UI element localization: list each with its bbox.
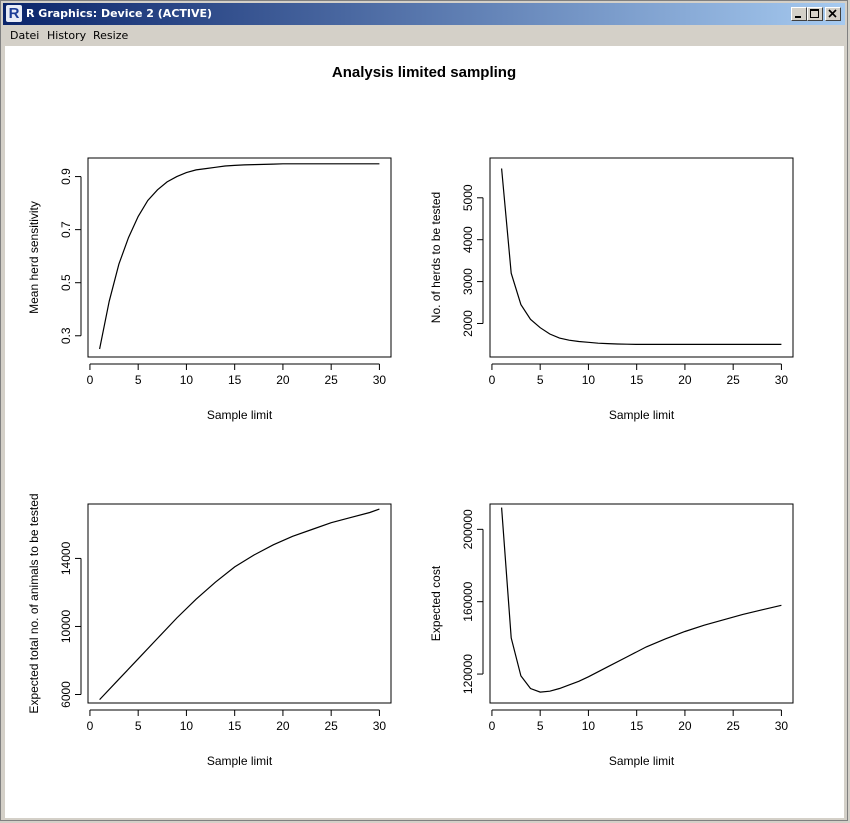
x-tick-label: 15	[630, 373, 644, 387]
x-tick-label: 15	[630, 719, 644, 733]
y-tick-label: 160000	[461, 581, 475, 621]
x-tick-label: 10	[180, 373, 194, 387]
x-tick-label: 5	[135, 719, 142, 733]
x-tick-label: 30	[775, 719, 789, 733]
x-tick-label: 25	[726, 719, 740, 733]
series-line	[99, 508, 380, 701]
x-tick-label: 30	[775, 373, 789, 387]
menu-bar: Datei History Resize	[3, 26, 845, 46]
x-tick-label: 5	[537, 373, 544, 387]
y-tick-label: 10000	[59, 609, 73, 643]
x-tick-label: 20	[276, 373, 290, 387]
y-tick-label: 4000	[461, 226, 475, 253]
y-tick-label: 14000	[59, 541, 73, 575]
y-tick-label: 0.7	[59, 221, 73, 238]
x-tick-label: 5	[135, 373, 142, 387]
chart-panel-3: 0 5 10 15 20 25 30 6000 10000 14000 Sample limit Ex…	[27, 493, 392, 768]
plot-frame	[87, 503, 392, 704]
menu-datei[interactable]: Datei	[10, 29, 40, 42]
x-tick-label: 25	[324, 373, 338, 387]
r-logo-icon: R	[6, 5, 22, 22]
x-tick-label: 15	[228, 719, 242, 733]
plot-svg: Analysis limited sampling 0 5 10 15 20 25 30 0.…	[27, 64, 794, 768]
plot-frame	[489, 157, 794, 358]
series-line	[501, 168, 782, 345]
menu-history[interactable]: History	[47, 29, 87, 42]
x-tick-label: 20	[276, 719, 290, 733]
maximize-button[interactable]	[807, 7, 823, 21]
series-line	[99, 163, 380, 350]
y-tick-label: 200000	[461, 509, 475, 549]
plot-frame	[87, 157, 392, 358]
y-axis-label: Mean herd sensitivity	[27, 201, 41, 314]
x-axis-label: Sample limit	[207, 408, 273, 422]
y-tick-label: 3000	[461, 268, 475, 295]
x-axis-label: Sample limit	[207, 754, 273, 768]
x-tick-label: 20	[678, 719, 692, 733]
x-tick-label: 10	[582, 719, 596, 733]
plot-canvas: Analysis limited sampling 0 5 10 15 20 25 30 0.…	[5, 46, 844, 818]
window-title: R Graphics: Device 2 (ACTIVE)	[26, 7, 213, 20]
y-tick-label: 6000	[59, 681, 73, 708]
maximize-icon	[810, 9, 819, 18]
y-axis-label: Expected total no. of animals to be test…	[27, 493, 41, 713]
x-tick-label: 0	[87, 719, 94, 733]
y-axis-label: Expected cost	[429, 565, 443, 641]
minimize-button[interactable]	[791, 7, 807, 21]
plot-frame	[489, 503, 794, 704]
y-tick-label: 5000	[461, 184, 475, 211]
x-axis-label: Sample limit	[609, 754, 675, 768]
y-tick-label: 120000	[461, 654, 475, 694]
x-axis-label: Sample limit	[609, 408, 675, 422]
y-tick-label: 2000	[461, 310, 475, 337]
y-axis-label: No. of herds to be tested	[429, 192, 443, 323]
x-tick-label: 10	[180, 719, 194, 733]
title-bar[interactable]: R R Graphics: Device 2 (ACTIVE)	[3, 3, 845, 25]
x-tick-label: 15	[228, 373, 242, 387]
y-tick-label: 0.5	[59, 274, 73, 291]
x-tick-label: 0	[489, 719, 496, 733]
close-icon	[828, 9, 837, 18]
plot-title: Analysis limited sampling	[332, 64, 516, 81]
x-tick-label: 30	[373, 719, 387, 733]
menu-resize[interactable]: Resize	[93, 29, 129, 42]
chart-panel-2: 0 5 10 15 20 25 30 2000 3000 4000 5000 Sample limit…	[429, 157, 794, 422]
y-tick-label: 0.9	[59, 168, 73, 185]
x-tick-label: 20	[678, 373, 692, 387]
y-tick-label: 0.3	[59, 327, 73, 344]
series-line	[501, 507, 782, 693]
chart-panel-4: 0 5 10 15 20 25 30 120000 160000 200000 Sample lim…	[429, 503, 794, 768]
x-tick-label: 5	[537, 719, 544, 733]
x-tick-label: 10	[582, 373, 596, 387]
x-tick-label: 0	[87, 373, 94, 387]
close-button[interactable]	[825, 7, 841, 21]
x-tick-label: 25	[324, 719, 338, 733]
x-tick-label: 30	[373, 373, 387, 387]
minimize-icon	[795, 16, 801, 18]
x-tick-label: 0	[489, 373, 496, 387]
x-tick-label: 25	[726, 373, 740, 387]
chart-panel-1: 0 5 10 15 20 25 30 0.3 0.5 0.7 0.9 Sample limit Mean…	[27, 157, 392, 422]
